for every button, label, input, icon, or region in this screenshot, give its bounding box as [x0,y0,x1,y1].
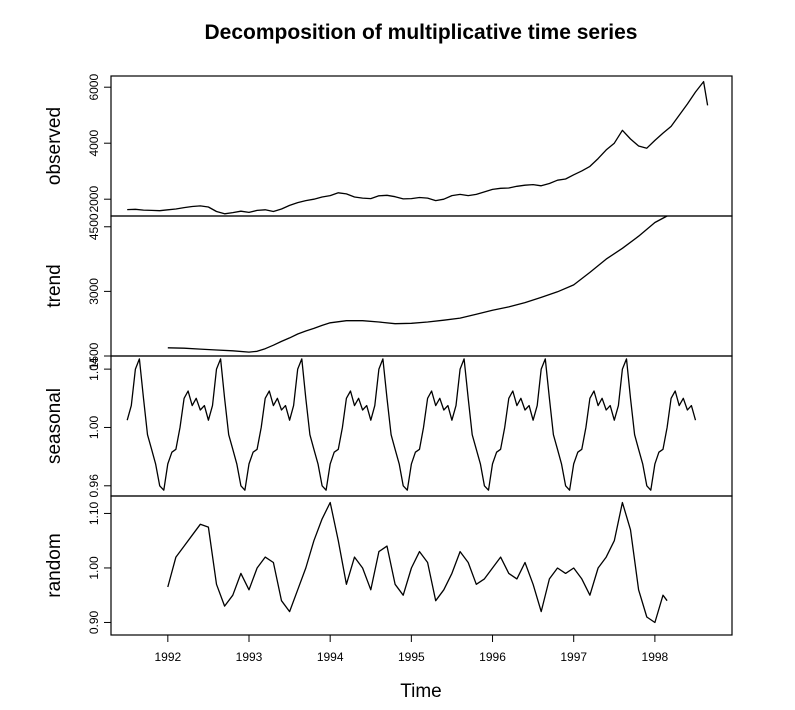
trend-y-tick-label: 1500 [87,342,101,369]
trend-y-tick-label: 3000 [87,278,101,305]
trend-panel-frame [110,215,733,357]
seasonal-panel-frame [110,355,733,497]
random-y-tick-label: 0.90 [87,610,101,634]
panels: 2000 4000 6000 observed 1500 3000 4500 trend 0.9… [44,74,733,636]
observed-y-tick-label: 2000 [87,186,101,213]
seasonal-series-line [126,358,697,491]
x-tick-label: 1995 [398,650,425,664]
x-axis-title: Time [400,681,442,702]
random-y-tick-label: 1.10 [87,501,101,525]
random-y-tick-label: 1.00 [87,556,101,580]
x-tick-label: 1998 [642,650,669,664]
x-tick-label: 1997 [560,650,587,664]
seasonal-panel: 0.96 1.00 1.04 seasonal [44,355,733,498]
trend-panel: 1500 3000 4500 trend [44,213,733,369]
x-axis: 1992 1993 1994 1995 1996 1997 1998 [154,635,669,664]
x-tick-label: 1992 [154,650,181,664]
random-panel: 0.90 1.00 1.10 random [44,495,733,636]
x-tick-label: 1994 [317,650,344,664]
seasonal-y-tick-label: 0.96 [87,474,101,498]
x-tick-label: 1993 [236,650,263,664]
observed-panel: 2000 4000 6000 observed [44,74,733,217]
seasonal-y-tick-label: 1.04 [87,357,101,381]
seasonal-y-label: seasonal [44,388,65,464]
observed-y-tick-label: 6000 [87,74,101,101]
random-series-line [167,501,668,624]
random-y-label: random [44,533,65,597]
x-tick-label: 1996 [479,650,506,664]
random-panel-frame [110,495,733,636]
observed-series-line [127,80,709,215]
trend-y-label: trend [44,264,65,307]
chart-title: Decomposition of multiplicative time ser… [205,21,638,44]
trend-y-tick-label: 4500 [87,213,101,240]
trend-series-line [167,215,668,353]
observed-y-label: observed [44,107,65,185]
seasonal-y-tick-label: 1.00 [87,415,101,439]
observed-y-tick-label: 4000 [87,130,101,157]
